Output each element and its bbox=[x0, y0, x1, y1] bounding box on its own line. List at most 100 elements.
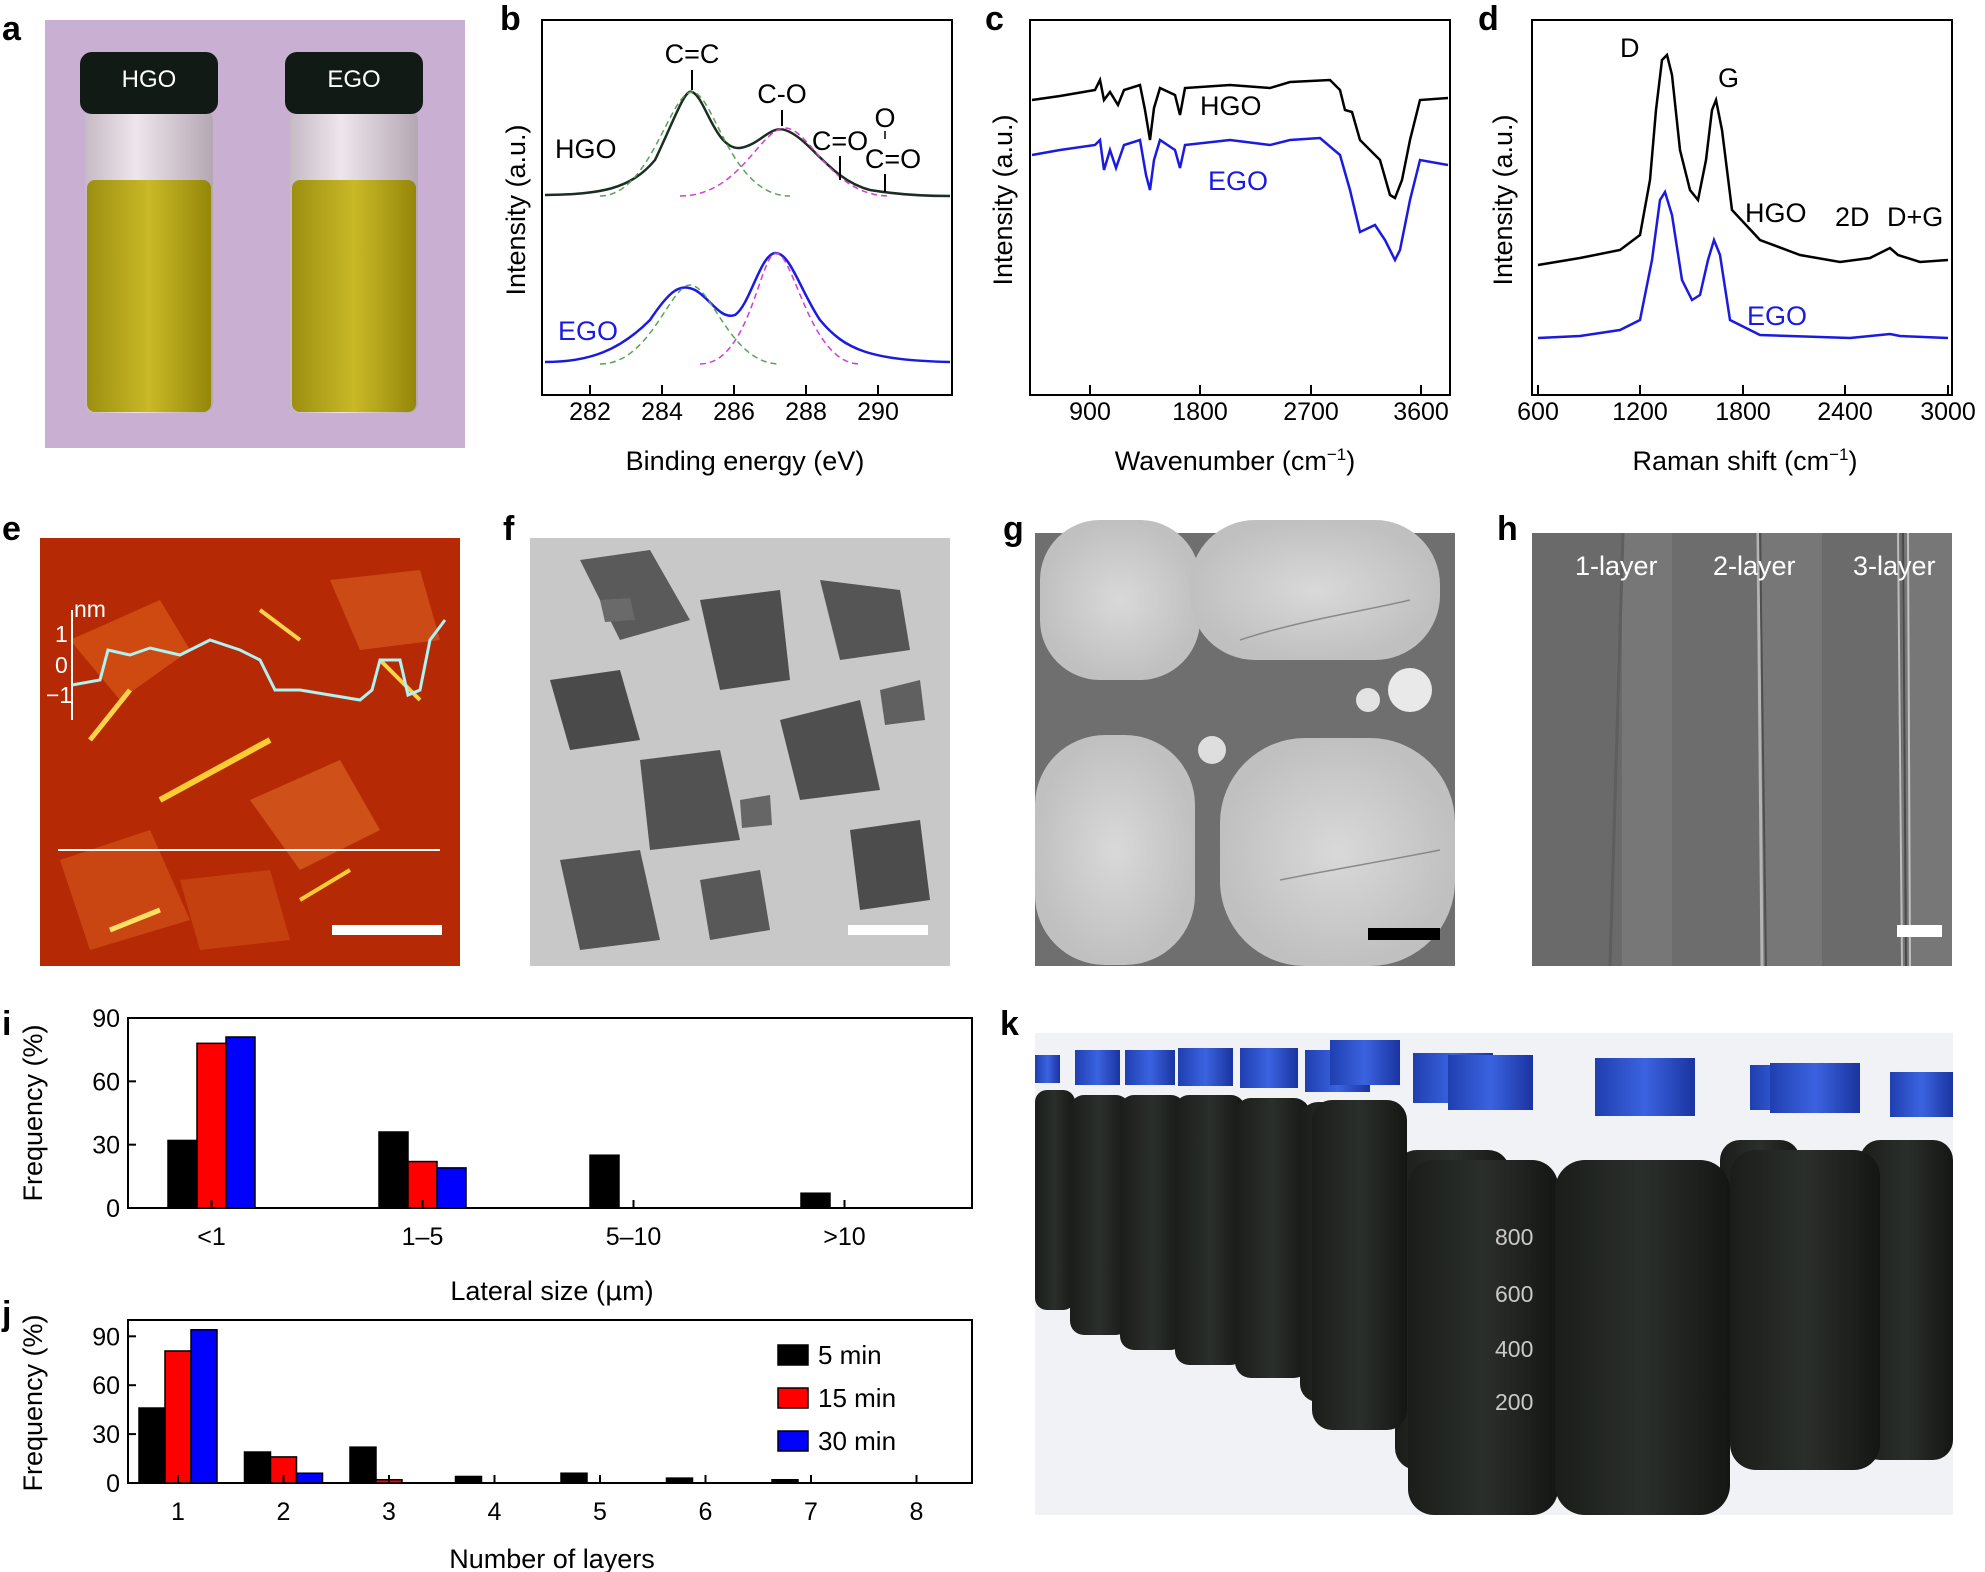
peak-label-dg: D+G bbox=[1887, 202, 1943, 232]
x-tick-label: 1 bbox=[171, 1498, 185, 1526]
bar-30-min bbox=[225, 1036, 256, 1209]
y-tick-label: 0 bbox=[106, 1195, 120, 1223]
panel-k-label: k bbox=[1000, 1005, 1019, 1043]
legend-label: 30 min bbox=[818, 1426, 896, 1456]
panel-a-label: a bbox=[2, 10, 22, 48]
fit-component bbox=[599, 91, 791, 197]
tick-label: 1800 bbox=[1715, 398, 1771, 426]
panel-j: j 0 30 60 90 1 2 3 4 5 6 7 8 Number of layers Frequ… bbox=[1, 1295, 973, 1572]
bar-5-min bbox=[138, 1407, 166, 1484]
vial-hgo-label: HGO bbox=[122, 66, 177, 93]
panel-f: f bbox=[503, 510, 950, 966]
layer-label-1: 1-layer bbox=[1575, 551, 1658, 581]
scale-bar bbox=[848, 925, 928, 935]
panel-b-frame bbox=[541, 19, 953, 396]
tick-label: 2700 bbox=[1283, 398, 1339, 426]
tick-label: 1800 bbox=[1172, 398, 1228, 426]
legend-swatch bbox=[777, 1344, 809, 1366]
hgo-series-label: HGO bbox=[555, 134, 617, 164]
tick-label: 284 bbox=[641, 398, 683, 426]
bar-15-min bbox=[196, 1042, 227, 1209]
panel-a: a HGO EGO bbox=[2, 10, 465, 448]
tick-label: −1 bbox=[46, 682, 72, 708]
scale-bar bbox=[1368, 928, 1440, 940]
x-tick-label: >10 bbox=[823, 1223, 865, 1251]
tick-label: 1 bbox=[55, 621, 68, 647]
bar-5-min bbox=[589, 1154, 620, 1209]
tick-label: 282 bbox=[569, 398, 611, 426]
bar-5-min bbox=[454, 1475, 483, 1484]
graduation-label: 800 bbox=[1495, 1224, 1533, 1250]
x-tick-label: 8 bbox=[910, 1498, 924, 1526]
bottle-graduations: 800 600 400 200 bbox=[1495, 1224, 1533, 1415]
bar-5-min bbox=[349, 1446, 377, 1484]
ego-series-label: EGO bbox=[1747, 301, 1807, 331]
bar-5-min bbox=[560, 1472, 588, 1484]
bar-5-min bbox=[665, 1477, 694, 1484]
tick-label: 286 bbox=[713, 398, 755, 426]
panel-c-label: c bbox=[985, 0, 1004, 38]
scale-bar bbox=[1897, 925, 1942, 937]
hgo-xps-curve bbox=[544, 90, 951, 198]
chart-i-ylabel: Frequency (%) bbox=[18, 1024, 48, 1201]
panel-d: d 600 1200 1800 2400 3000 Raman shift (c… bbox=[1478, 0, 1976, 476]
panel-f-label: f bbox=[503, 510, 515, 548]
tick-label: 2400 bbox=[1817, 398, 1873, 426]
panel-d-xlabel: Raman shift (cm−1) bbox=[1633, 445, 1858, 476]
tick-label: 3000 bbox=[1920, 398, 1976, 426]
chart-i-frame bbox=[127, 1017, 973, 1209]
y-tick-label: 90 bbox=[92, 1323, 120, 1351]
bar-5-min bbox=[771, 1478, 799, 1484]
bar-30-min bbox=[295, 1472, 324, 1484]
peak-label-carboxyl-o: O bbox=[874, 103, 895, 133]
peak-label-d: D bbox=[1620, 33, 1640, 63]
fit-component bbox=[599, 284, 781, 365]
tick-label: 1200 bbox=[1612, 398, 1668, 426]
peak-label-c-double-o: C=O bbox=[812, 126, 868, 156]
x-tick-label: 4 bbox=[488, 1498, 502, 1526]
peak-label-g: G bbox=[1718, 63, 1739, 93]
legend-label: 5 min bbox=[818, 1340, 882, 1370]
ego-raman-curve bbox=[1537, 189, 1949, 340]
y-tick-label: 90 bbox=[92, 1005, 120, 1033]
panel-g: g bbox=[1003, 510, 1455, 966]
vial-ego: EGO bbox=[285, 52, 423, 413]
bar-5-min bbox=[167, 1139, 198, 1209]
chart-j-plot: 0 30 60 90 1 2 3 4 5 6 7 8 bbox=[92, 1323, 923, 1526]
y-tick-label: 30 bbox=[92, 1132, 120, 1160]
y-tick-label: 60 bbox=[92, 1372, 120, 1400]
ego-series-label: EGO bbox=[1208, 166, 1268, 196]
x-tick-label: 6 bbox=[699, 1498, 713, 1526]
x-tick-label: 5–10 bbox=[606, 1223, 662, 1251]
y-tick-label: 30 bbox=[92, 1421, 120, 1449]
panel-d-ylabel: Intensity (a.u.) bbox=[1488, 114, 1518, 285]
layer-label-3: 3-layer bbox=[1853, 551, 1936, 581]
panel-k: k bbox=[1000, 1005, 1953, 1515]
peak-label-2d: 2D bbox=[1835, 202, 1870, 232]
hgo-raman-curve bbox=[1537, 52, 1949, 267]
bar-5-min bbox=[800, 1192, 831, 1209]
legend-label: 15 min bbox=[818, 1383, 896, 1413]
x-tick-label: 1–5 bbox=[402, 1223, 444, 1251]
y-tick-label: 60 bbox=[92, 1068, 120, 1096]
panel-c-ylabel: Intensity (a.u.) bbox=[988, 114, 1018, 285]
bar-30-min bbox=[436, 1167, 467, 1209]
y-tick-label: 0 bbox=[106, 1470, 120, 1498]
panel-d-label: d bbox=[1478, 0, 1499, 38]
ego-xps-curve bbox=[544, 251, 951, 364]
panel-c-xticks: 900 1800 2700 3600 bbox=[1069, 385, 1449, 426]
x-tick-label: 5 bbox=[593, 1498, 607, 1526]
bar-15-min bbox=[164, 1350, 192, 1484]
panel-g-label: g bbox=[1003, 510, 1024, 548]
bar-5-min bbox=[378, 1131, 409, 1209]
x-tick-label: 2 bbox=[277, 1498, 291, 1526]
legend-swatch bbox=[777, 1430, 809, 1452]
legend-swatch bbox=[777, 1387, 809, 1409]
graduation-label: 600 bbox=[1495, 1281, 1533, 1307]
chart-j-xlabel: Number of layers bbox=[449, 1544, 655, 1572]
peak-label-co: C-O bbox=[757, 79, 807, 109]
peak-label-carboxyl: C=O bbox=[865, 144, 921, 174]
tick-label: 290 bbox=[857, 398, 899, 426]
panel-b-xlabel: Binding energy (eV) bbox=[626, 446, 865, 476]
